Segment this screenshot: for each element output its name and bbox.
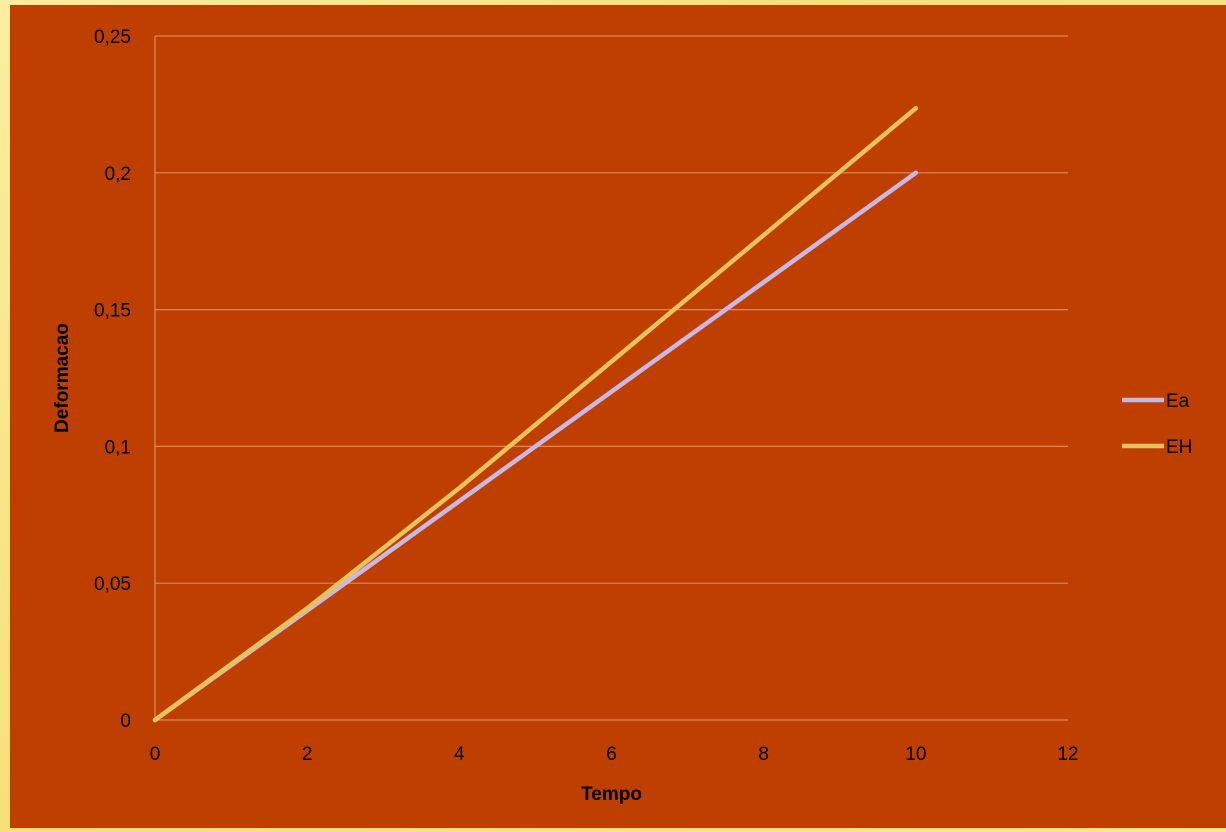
series-line-eh (152, 105, 919, 723)
gridlines (155, 35, 1068, 584)
y-tick-label: 0,15 (94, 301, 131, 322)
legend: Ea EH (1122, 391, 1192, 458)
y-tick-label: 0,05 (94, 574, 131, 595)
y-tick-label: 0 (120, 711, 131, 732)
legend-label-eh: EH (1166, 437, 1192, 458)
tick-labels: 0 0,05 0,1 0,15 0,2 0,25 0 2 4 6 8 10 12 (94, 27, 1079, 765)
x-tick-label: 2 (302, 744, 313, 765)
x-tick-label: 6 (606, 744, 617, 765)
y-tick-label: 0,1 (105, 437, 131, 458)
x-tick-label: 8 (758, 744, 769, 765)
x-tick-label: 10 (905, 744, 926, 765)
legend-label-ea: Ea (1166, 391, 1190, 412)
axes (154, 36, 1068, 721)
y-axis-title: Deformacao (52, 323, 73, 433)
x-tick-label: 4 (454, 744, 465, 765)
series-lines (152, 105, 919, 723)
x-tick-label: 12 (1057, 744, 1078, 765)
x-axis-title: Tempo (581, 784, 642, 805)
chart-background (10, 5, 1226, 828)
y-tick-label: 0,2 (105, 164, 131, 185)
x-tick-label: 0 (150, 744, 161, 765)
y-tick-label: 0,25 (94, 27, 131, 48)
